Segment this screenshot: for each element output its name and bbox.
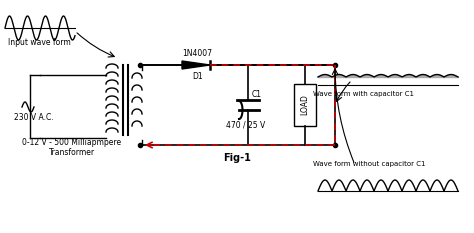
Text: 0-12 V - 500 Milliapmpere
Transformer: 0-12 V - 500 Milliapmpere Transformer bbox=[22, 138, 121, 157]
Polygon shape bbox=[182, 61, 210, 69]
Text: Fig-1: Fig-1 bbox=[223, 153, 251, 163]
Text: 230 V A.C.: 230 V A.C. bbox=[14, 113, 54, 122]
Text: D1: D1 bbox=[192, 72, 202, 81]
Text: C1: C1 bbox=[252, 90, 262, 99]
Text: Wave form with capacitor C1: Wave form with capacitor C1 bbox=[313, 91, 414, 97]
Text: LOAD: LOAD bbox=[301, 95, 310, 115]
Text: Input wave form: Input wave form bbox=[8, 38, 71, 47]
Text: Wave form without capacitor C1: Wave form without capacitor C1 bbox=[313, 161, 426, 167]
Bar bbox=[294, 84, 316, 126]
Text: 1N4007: 1N4007 bbox=[182, 49, 212, 58]
Text: 470 / 25 V: 470 / 25 V bbox=[226, 120, 265, 129]
